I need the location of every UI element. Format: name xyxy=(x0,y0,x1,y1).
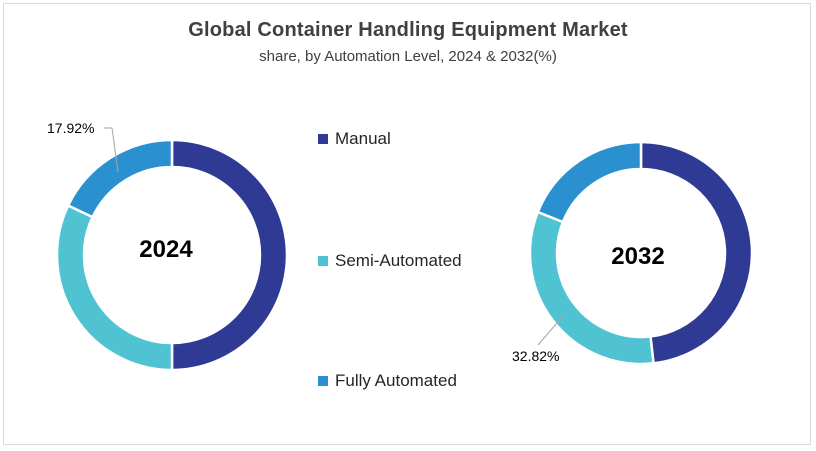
donut-segment-fully-automated xyxy=(66,138,174,219)
donut-center-label-2024: 2024 xyxy=(139,236,193,263)
donut-segment-fully-automated xyxy=(536,140,643,224)
legend-swatch-semi-automated xyxy=(318,256,328,266)
chart-frame xyxy=(3,3,811,445)
donut-segment-semi-automated xyxy=(528,210,655,366)
legend-label: Manual xyxy=(335,129,391,148)
legend-label: Fully Automated xyxy=(335,371,457,390)
data-label-semi-automated-2032: 32.82% xyxy=(512,348,560,364)
legend-swatch-manual xyxy=(318,134,328,144)
donut-segment-manual xyxy=(170,138,289,372)
legend-item-manual: Manual xyxy=(318,129,391,149)
data-label-fully-automated-2024: 17.92% xyxy=(47,120,95,136)
leader-line-2032 xyxy=(537,315,564,346)
legend-swatch-fully-automated xyxy=(318,376,328,386)
legend-item-semi-automated: Semi-Automated xyxy=(318,251,462,271)
donut-2032 xyxy=(528,140,754,366)
leader-line-2024-b xyxy=(111,127,119,173)
legend-label: Semi-Automated xyxy=(335,251,462,270)
donut-segment-semi-automated xyxy=(55,203,174,372)
donut-2024 xyxy=(55,138,289,372)
donut-center-label-2032: 2032 xyxy=(611,243,665,270)
chart-title: Global Container Handling Equipment Mark… xyxy=(188,19,628,41)
legend-item-fully-automated: Fully Automated xyxy=(318,371,457,391)
chart-subtitle: share, by Automation Level, 2024 & 2032(… xyxy=(259,48,557,65)
donut-segment-manual xyxy=(639,140,754,365)
